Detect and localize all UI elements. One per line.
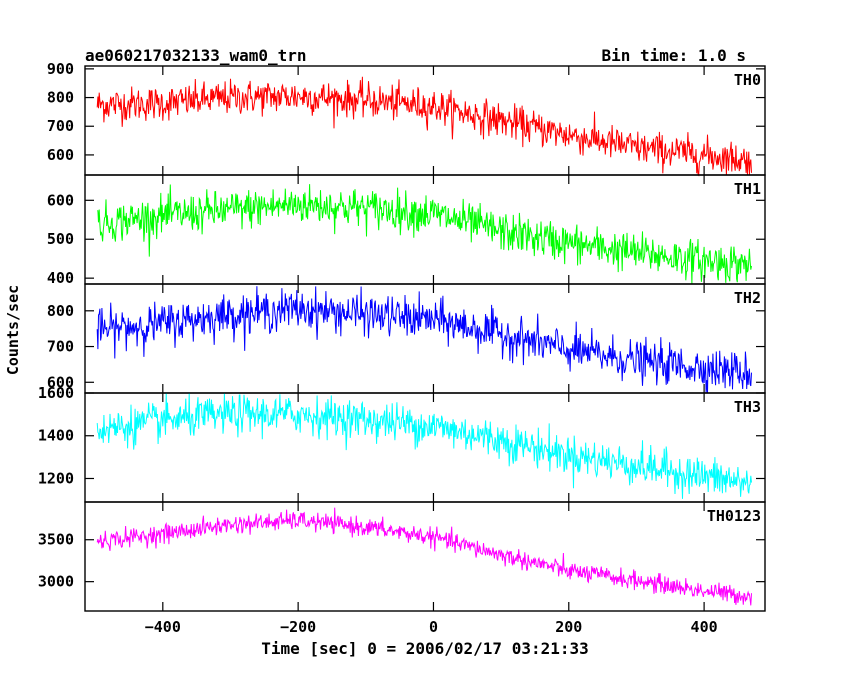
x-tick-label: −200 bbox=[280, 618, 316, 636]
y-tick-label: 800 bbox=[47, 302, 74, 320]
y-tick-label: 3000 bbox=[38, 573, 74, 591]
panel-label: TH1 bbox=[734, 180, 761, 198]
x-tick-label: −400 bbox=[145, 618, 181, 636]
panel-frame bbox=[84, 501, 766, 612]
x-tick-label: 200 bbox=[555, 618, 582, 636]
y-axis-label: Counts/sec bbox=[4, 285, 22, 375]
y-tick-label: 1200 bbox=[38, 469, 74, 487]
panel-label: TH3 bbox=[734, 398, 761, 416]
panel-frame bbox=[84, 283, 766, 394]
y-tick-label: 900 bbox=[47, 60, 74, 78]
y-tick-label: 700 bbox=[47, 338, 74, 356]
panel-th2: 600 700 800 TH2 bbox=[47, 283, 766, 394]
bin-time-label: Bin time: 1.0 s bbox=[602, 46, 747, 65]
panel-th1: 400 500 600 TH1 bbox=[47, 174, 766, 287]
panel-th3: 1200 1400 1600 TH3 bbox=[38, 384, 766, 503]
chart-title: ae060217032133_wam0_trn bbox=[85, 46, 307, 65]
series-th1 bbox=[97, 184, 752, 285]
y-tick-label: 1600 bbox=[38, 384, 74, 402]
series-th0123 bbox=[96, 507, 752, 606]
y-tick-label: 400 bbox=[47, 269, 74, 287]
y-tick-label: 600 bbox=[47, 146, 74, 164]
y-tick-label: 700 bbox=[47, 117, 74, 135]
panel-frame bbox=[84, 174, 766, 285]
series-th0 bbox=[96, 76, 752, 177]
x-tick-label: 400 bbox=[691, 618, 718, 636]
panel-label: TH0123 bbox=[707, 507, 761, 525]
panels-group: 600 700 800 900 TH0 400 500 600 TH1 600 700 800 TH2 1… bbox=[38, 60, 766, 636]
y-tick-label: 3500 bbox=[38, 531, 74, 549]
series-th2 bbox=[96, 286, 752, 394]
y-tick-label: 800 bbox=[47, 89, 74, 107]
x-axis-label: Time [sec] 0 = 2006/02/17 03:21:33 bbox=[261, 639, 589, 658]
panel-frame bbox=[84, 392, 766, 503]
y-tick-label: 500 bbox=[47, 230, 74, 248]
x-tick-label: 0 bbox=[429, 618, 438, 636]
panel-label: TH2 bbox=[734, 289, 761, 307]
y-tick-label: 600 bbox=[47, 191, 74, 209]
panel-th0: 600 700 800 900 TH0 bbox=[47, 60, 766, 177]
series-th3 bbox=[96, 392, 752, 499]
y-tick-label: 600 bbox=[47, 373, 74, 391]
panel-th0123: 3000 3500 TH0123 bbox=[38, 501, 766, 612]
y-tick-label: 1400 bbox=[38, 427, 74, 445]
panel-label: TH0 bbox=[734, 71, 761, 89]
